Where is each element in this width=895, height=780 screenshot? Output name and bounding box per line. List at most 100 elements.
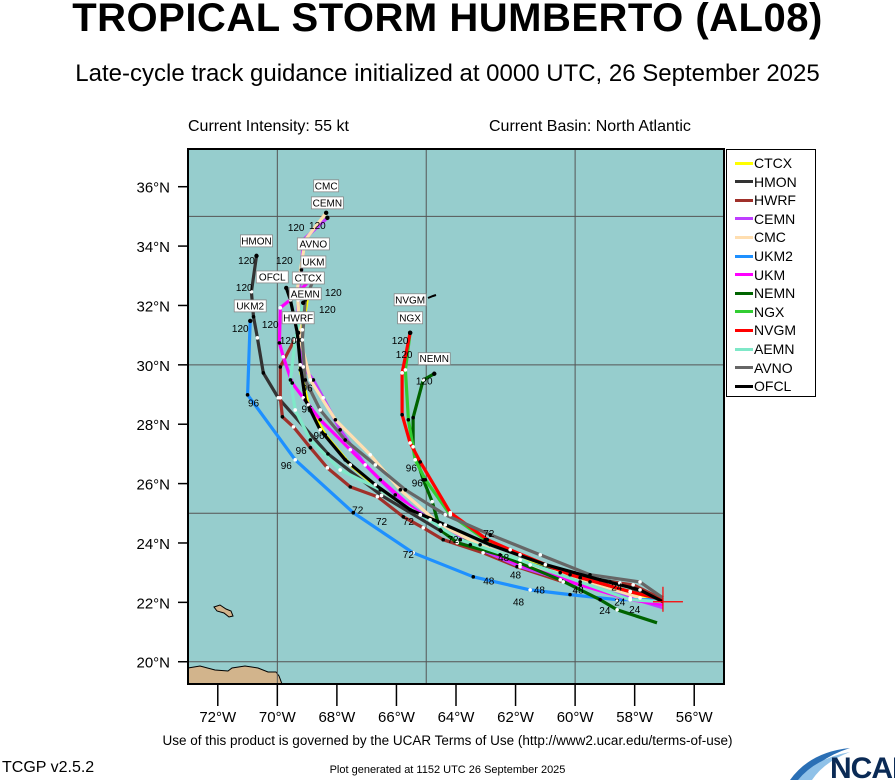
track-point <box>568 592 572 597</box>
hour-label: 96 <box>248 398 260 409</box>
track-point <box>430 499 434 504</box>
track-point <box>308 445 313 450</box>
legend-label: CEMN <box>754 210 796 227</box>
track-point <box>438 528 443 532</box>
guidance-subtitle: Late-cycle track guidance initialized at… <box>75 60 820 87</box>
track-point <box>280 414 285 419</box>
track-point <box>638 580 642 584</box>
track-point <box>528 588 532 592</box>
track-point <box>306 403 311 407</box>
track-point <box>458 537 462 542</box>
track-end-point <box>325 215 330 221</box>
track-point <box>298 368 303 372</box>
track-point <box>300 338 305 342</box>
model-label-box <box>417 352 451 366</box>
model-label-box <box>240 234 273 248</box>
legend-item-ofcl: OFCL <box>735 377 791 395</box>
end-hour-label-text: 120 <box>236 283 253 294</box>
hour-label-text: 72 <box>447 535 459 546</box>
current-intensity: Current Intensity: 55 kt <box>188 118 349 135</box>
track-point <box>485 537 490 542</box>
end-hour-label-text: 120 <box>232 324 249 335</box>
model-label-aemn: AEMN <box>288 287 322 301</box>
legend-swatch <box>735 328 753 332</box>
hour-label-text: 24 <box>629 605 641 616</box>
lat-tick-label: 20°N <box>136 655 170 672</box>
legend-swatch <box>735 254 753 258</box>
track-point <box>561 580 565 584</box>
track-point <box>443 512 448 517</box>
track-point <box>251 314 256 319</box>
legend-label: NGX <box>754 303 785 320</box>
model-label-box <box>255 270 289 284</box>
model-label-box <box>291 271 325 285</box>
track-point <box>441 537 445 542</box>
storm-title: TROPICAL STORM HUMBERTO (AL08) <box>72 0 823 40</box>
track-point <box>245 393 250 397</box>
model-label-box <box>296 237 330 251</box>
legend-swatch <box>735 366 753 370</box>
model-label-cemn: CEMN <box>310 196 344 209</box>
hour-label-text: 96 <box>302 384 314 395</box>
track-point <box>515 564 519 569</box>
track-point <box>375 494 380 499</box>
track-point <box>578 580 582 584</box>
track-point <box>298 363 303 367</box>
track-end-point <box>323 210 329 216</box>
track-end-point <box>407 330 413 335</box>
legend-item-ukm2: UKM2 <box>735 247 793 265</box>
track-end-point <box>301 300 306 305</box>
model-label-box <box>393 293 427 307</box>
end-hour-label-text: 120 <box>319 305 336 316</box>
legend-swatch <box>735 161 753 165</box>
model-label-box <box>288 287 322 301</box>
track-avno <box>300 279 664 600</box>
track-point <box>318 417 323 422</box>
hour-label: 24 <box>599 606 611 617</box>
track-point <box>325 466 330 470</box>
end-hour-label: 120 <box>396 350 413 361</box>
track-end-point <box>254 253 259 259</box>
track-point <box>638 596 642 600</box>
model-label-text: CMC <box>315 181 338 192</box>
track-point <box>401 515 406 519</box>
legend-item-cmc: CMC <box>735 228 786 246</box>
track-end-point <box>248 318 253 324</box>
model-label-text: OFCL <box>259 272 286 283</box>
legend-item-ukm: UKM <box>735 266 785 284</box>
track-point <box>588 580 592 584</box>
legend-label: CMC <box>754 229 786 246</box>
hour-label: 96 <box>302 384 314 395</box>
legend-item-nvgm: NVGM <box>735 321 796 339</box>
legend-item-nemn: NEMN <box>735 284 795 302</box>
track-point <box>418 460 423 464</box>
model-label-text: UKM2 <box>236 301 264 312</box>
track-point <box>293 458 298 462</box>
track-point <box>406 417 411 422</box>
ocean <box>188 149 724 684</box>
hour-label: 48 <box>498 553 510 564</box>
version-label: TCGP v2.5.2 <box>2 759 95 776</box>
hour-label-text: 96 <box>281 461 293 472</box>
legend-item-hmon: HMON <box>735 173 797 191</box>
legend: CTCX HMON HWRF CEMN CMC UKM2 UKM NEMN NGX NVGM AEM… <box>726 149 816 397</box>
track-point <box>518 558 522 562</box>
model-label-text: UKM <box>302 257 324 268</box>
track-point <box>278 365 283 369</box>
track-point <box>293 338 298 342</box>
track-point <box>368 452 373 457</box>
track-point <box>398 488 403 492</box>
end-hour-label-text: 120 <box>288 223 305 234</box>
end-hour-label-text: 120 <box>309 221 326 232</box>
model-label-text: NVGM <box>395 295 425 306</box>
hour-label-text: 48 <box>483 577 495 588</box>
track-point <box>438 523 443 527</box>
track-point <box>308 438 313 442</box>
track-point <box>303 378 308 382</box>
model-label-ukm2: UKM2 <box>233 299 267 312</box>
end-hour-label-text: 120 <box>392 336 409 347</box>
hour-label: 96 <box>296 446 308 457</box>
track-point <box>281 355 286 359</box>
track-point <box>413 458 418 462</box>
